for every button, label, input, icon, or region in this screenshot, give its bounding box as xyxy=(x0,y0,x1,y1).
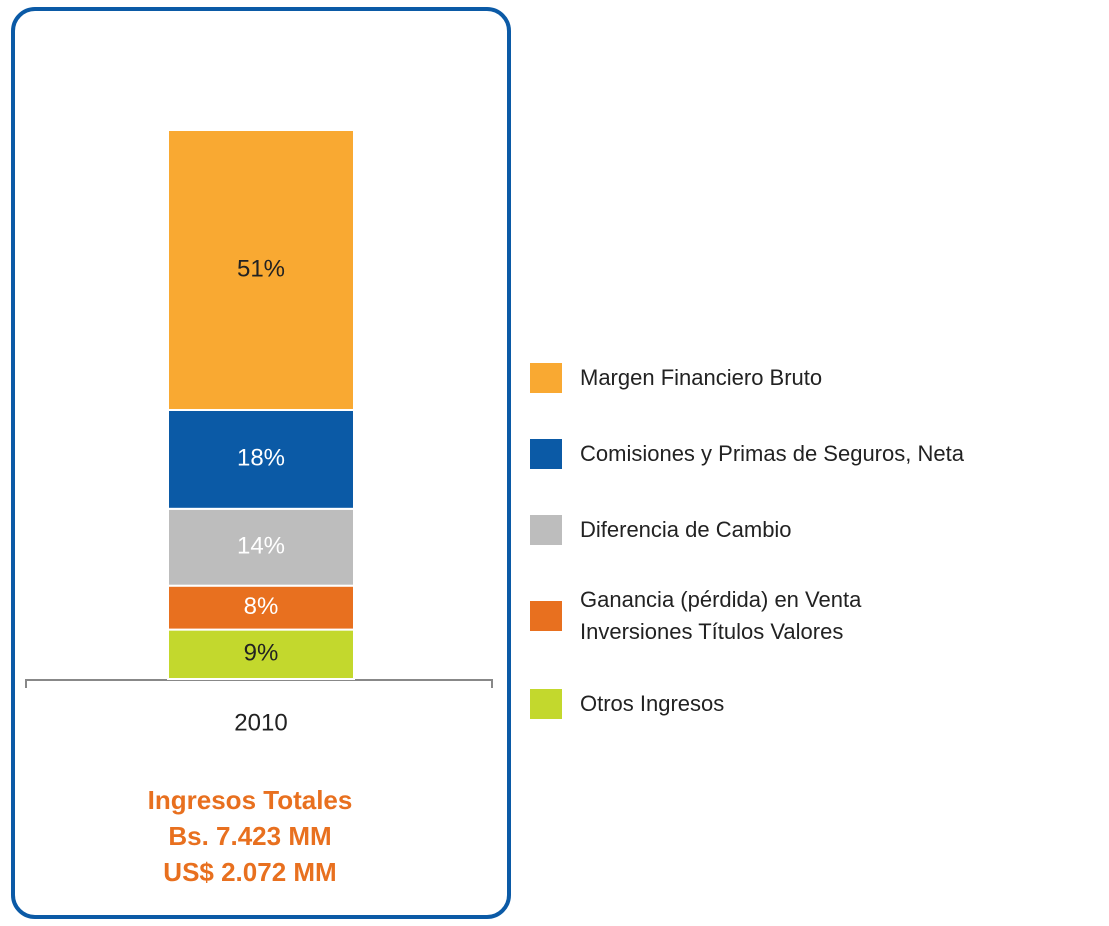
legend-label: Ganancia (pérdida) en Venta Inversiones … xyxy=(580,587,862,644)
data-label: 51% xyxy=(237,255,285,282)
legend-swatch xyxy=(530,689,562,719)
data-label: 9% xyxy=(244,640,279,667)
data-label: 18% xyxy=(237,445,285,472)
legend-swatch xyxy=(530,601,562,631)
legend-swatch xyxy=(530,515,562,545)
annotation: US$ 2.072 MM xyxy=(163,857,336,887)
data-label: 8% xyxy=(244,593,279,620)
bar-segment xyxy=(167,507,355,587)
bar-segment xyxy=(167,584,355,631)
legend-swatch xyxy=(530,363,562,393)
legend-item: Margen Financiero Bruto xyxy=(530,362,822,394)
bar-segment xyxy=(167,628,355,681)
legend-swatch xyxy=(530,439,562,469)
bar-segment xyxy=(167,129,355,411)
bar-segment xyxy=(167,408,355,510)
legend-label: Margen Financiero Bruto xyxy=(580,365,823,390)
legend-item: Ganancia (pérdida) en Venta Inversiones … xyxy=(530,584,910,648)
data-label: 14% xyxy=(237,533,285,560)
legend-label: Diferencia de Cambio xyxy=(580,517,792,542)
x-tick-label: 2010 xyxy=(234,709,287,736)
legend-item: Otros Ingresos xyxy=(530,688,724,720)
annotation: Ingresos Totales xyxy=(148,785,353,815)
annotation: Bs. 7.423 MM xyxy=(168,821,331,851)
legend-item: Comisiones y Primas de Seguros, Neta xyxy=(530,438,964,470)
legend-item: Diferencia de Cambio xyxy=(530,514,792,546)
legend-label: Otros Ingresos xyxy=(580,691,725,716)
legend-label: Comisiones y Primas de Seguros, Neta xyxy=(580,441,964,466)
